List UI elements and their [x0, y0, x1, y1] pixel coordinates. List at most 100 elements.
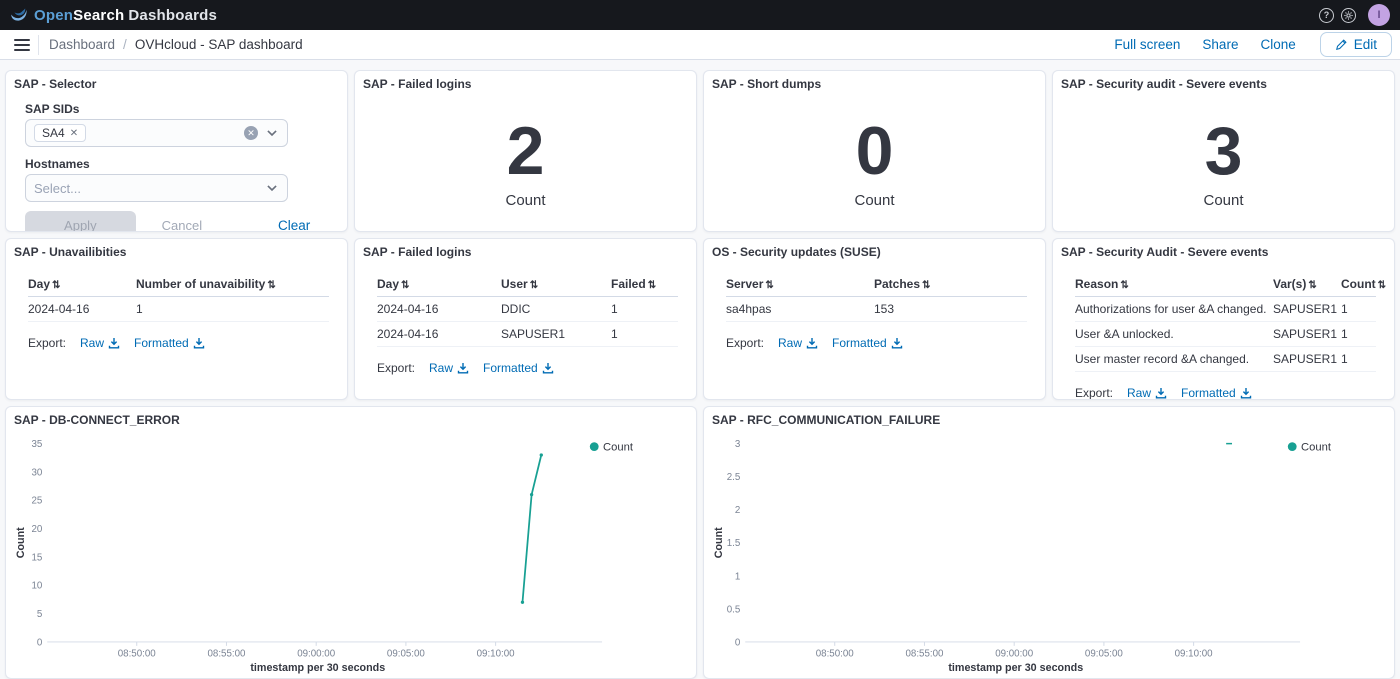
table-cell: 1 [136, 296, 329, 322]
panel-failed-logins-metric: SAP - Failed logins 2 Count [354, 70, 697, 232]
breadcrumb: Dashboard / OVHcloud - SAP dashboard [49, 37, 303, 52]
export-label: Export: [1075, 386, 1114, 400]
hostnames-select[interactable]: Select... [25, 174, 288, 202]
clone-button[interactable]: Clone [1260, 37, 1296, 52]
download-icon [806, 338, 818, 349]
full-screen-button[interactable]: Full screen [1114, 37, 1181, 52]
selected-sid-chip: SA4 ✕ [34, 124, 87, 142]
data-table: Day ⇅ User ⇅ Failed ⇅ 2024-04-16 DDIC 1 2024-04-1… [377, 272, 678, 347]
hostnames-placeholder: Select... [34, 180, 81, 196]
table-row: User master record &A changed. SAPUSER1 1 [1075, 346, 1376, 372]
cancel-changes-button[interactable]: Cancel changes [161, 218, 203, 232]
table-row: Authorizations for user &A changed. SAPUS… [1075, 296, 1376, 322]
share-button[interactable]: Share [1202, 37, 1239, 52]
export-formatted-link[interactable]: Formatted [1181, 386, 1252, 399]
export-raw-link[interactable]: Raw [429, 361, 469, 375]
panel-title[interactable]: SAP - Unavailibities [14, 245, 127, 259]
export-raw-link[interactable]: Raw [80, 336, 120, 350]
help-icon[interactable]: ? [1319, 7, 1334, 23]
y-axis-title: Count [713, 527, 725, 558]
toolbar-actions: Full screen Share Clone Edit [1114, 32, 1392, 57]
breadcrumb-dashboard[interactable]: Dashboard [49, 37, 116, 52]
panel-title[interactable]: SAP - DB-CONNECT_ERROR [14, 413, 180, 427]
x-axis-tick-label: 09:00:00 [995, 649, 1034, 660]
export-label: Export: [726, 336, 765, 350]
table-cell: sa4hpas [726, 296, 874, 322]
sap-sids-label: SAP SIDs [25, 102, 80, 116]
panel-db-connect-error-chart: SAP - DB-CONNECT_ERROR 0 5 10 15 20 25 30 35 08:… [5, 406, 697, 679]
panel-security-audit-table: SAP - Security Audit - Severe events Rea… [1052, 238, 1395, 400]
export-formatted-link[interactable]: Formatted [134, 336, 205, 350]
panel-title[interactable]: SAP - Security audit - Severe events [1061, 77, 1267, 91]
apply-changes-button[interactable]: Apply changes [25, 211, 136, 231]
x-axis-tick-label: 09:05:00 [1085, 649, 1124, 660]
table-cell: 1 [611, 321, 678, 347]
chevron-down-icon[interactable] [265, 181, 279, 195]
legend-label[interactable]: Count [1301, 441, 1332, 453]
menu-hamburger-icon[interactable] [8, 33, 36, 57]
download-icon [891, 338, 902, 349]
clear-form-button[interactable]: Clear form [277, 218, 311, 232]
export-formatted-link[interactable]: Formatted [483, 361, 554, 375]
table-cell: User master record &A changed. [1075, 346, 1273, 372]
y-axis-tick-label: 2.5 [727, 472, 741, 483]
opensearch-logo[interactable]: OpenSearch Dashboards [10, 6, 217, 24]
column-header[interactable]: Number of unavaibility ⇅ [136, 272, 329, 297]
sap-sids-combobox[interactable]: SA4 ✕ ✕ [25, 119, 288, 147]
user-avatar[interactable]: I [1368, 4, 1390, 26]
column-header[interactable]: Var(s) ⇅ [1273, 272, 1341, 297]
panel-rfc-communication-failure-chart: SAP - RFC_COMMUNICATION_FAILURE 0 0.5 1 1.5… [703, 406, 1395, 679]
panel-sap-selector: SAP - Selector SAP SIDs SA4 ✕ ✕ Hostname… [5, 70, 348, 232]
sort-icon: ⇅ [401, 280, 410, 291]
panel-title[interactable]: OS - Security updates (SUSE) [712, 245, 881, 259]
export-label: Export: [28, 336, 67, 350]
y-axis-tick-label: 2 [735, 505, 740, 516]
export-raw-link[interactable]: Raw [1127, 386, 1167, 399]
column-header[interactable]: Count ⇅ [1341, 272, 1386, 297]
column-header[interactable]: User ⇅ [501, 272, 611, 297]
topbar-actions: ? I [1319, 4, 1390, 26]
gear-icon [1344, 10, 1353, 20]
y-axis-tick-label: 20 [31, 524, 42, 535]
toolbar-divider [38, 34, 39, 55]
hostnames-label: Hostnames [25, 157, 90, 171]
column-header[interactable]: Server ⇅ [726, 272, 874, 297]
selected-sid-value: SA4 [42, 126, 65, 140]
series-line [521, 454, 543, 603]
metric-value: 3 [1204, 113, 1243, 189]
sort-icon: ⇅ [1377, 280, 1387, 291]
panel-title[interactable]: SAP - Failed logins [363, 245, 472, 259]
panel-title[interactable]: SAP - Short dumps [712, 77, 822, 91]
panel-title[interactable]: SAP - Failed logins [363, 77, 472, 91]
column-header[interactable]: Day ⇅ [28, 272, 136, 297]
chevron-down-icon[interactable] [265, 126, 279, 140]
x-axis-tick-label: 09:00:00 [297, 649, 336, 660]
y-axis-tick-label: 3 [735, 439, 740, 450]
panel-title[interactable]: SAP - Selector [14, 77, 97, 91]
table-cell: 2024-04-16 [28, 296, 136, 322]
column-header[interactable]: Reason ⇅ [1075, 272, 1273, 297]
export-formatted-link[interactable]: Formatted [832, 336, 903, 350]
column-header[interactable]: Failed ⇅ [611, 272, 678, 297]
y-axis-tick-label: 30 [31, 467, 42, 478]
column-header[interactable]: Patches ⇅ [874, 272, 1027, 297]
export-raw-link[interactable]: Raw [778, 336, 818, 350]
download-icon [542, 363, 553, 374]
table-cell: Authorizations for user &A changed. [1075, 296, 1273, 322]
y-axis-tick-label: 0.5 [727, 604, 741, 615]
panel-title[interactable]: SAP - RFC_COMMUNICATION_FAILURE [712, 413, 941, 427]
panel-title[interactable]: SAP - Security Audit - Severe events [1061, 245, 1269, 259]
remove-sid-icon[interactable]: ✕ [69, 127, 79, 139]
clear-selection-icon[interactable]: ✕ [244, 126, 258, 140]
sort-icon: ⇅ [52, 280, 61, 291]
edit-button[interactable]: Edit [1319, 32, 1392, 57]
column-header[interactable]: Day ⇅ [377, 272, 501, 297]
table-cell: 1 [1341, 296, 1376, 322]
edit-button-label: Edit [1353, 37, 1377, 52]
settings-gear-icon[interactable] [1341, 7, 1356, 23]
x-axis-tick-label: 09:05:00 [387, 649, 426, 660]
y-axis-tick-label: 10 [31, 581, 42, 592]
pencil-icon [1335, 39, 1347, 50]
legend-label[interactable]: Count [603, 441, 634, 453]
opensearch-logo-icon [11, 8, 27, 21]
